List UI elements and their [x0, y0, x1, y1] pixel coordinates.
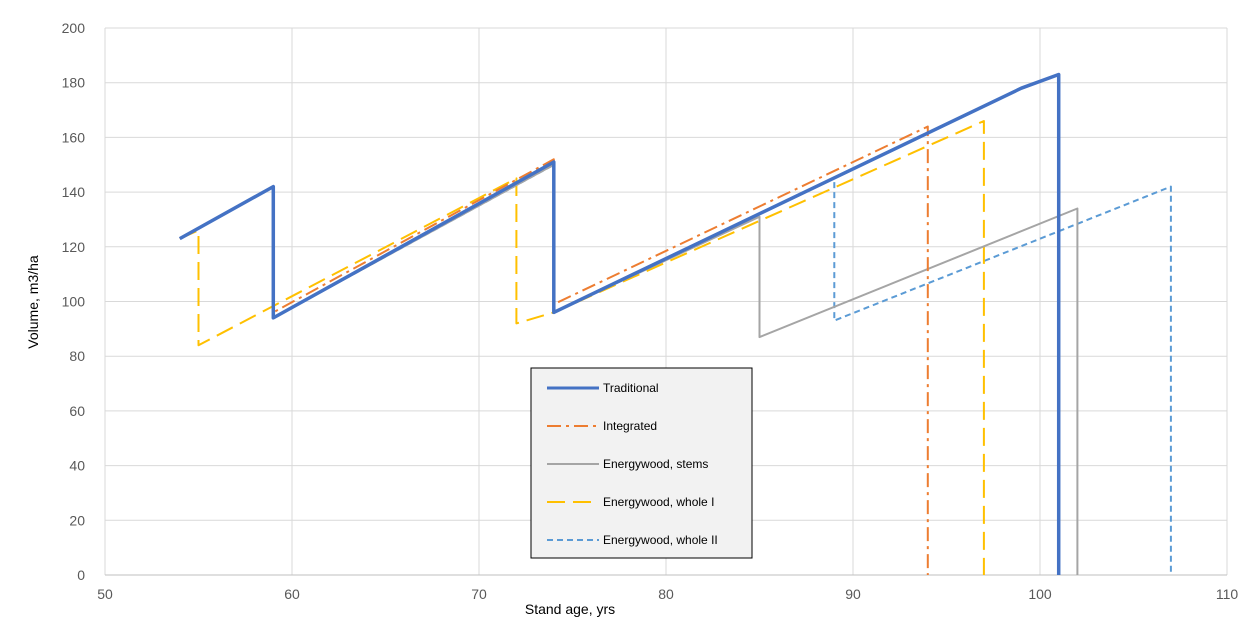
series-line-3 [179, 120, 985, 575]
y-axis-title: Volume, m3/ha [25, 255, 41, 349]
legend-label-1: Integrated [603, 419, 657, 433]
series-lines [178, 72, 1172, 575]
x-tick-label: 50 [97, 586, 113, 602]
legend-label-3: Energywood, whole I [603, 495, 714, 509]
y-tick-label: 100 [62, 294, 86, 310]
series-line-1 [179, 125, 929, 575]
y-tick-label: 140 [62, 184, 86, 200]
y-tick-label: 200 [62, 20, 86, 36]
series-line-0 [178, 72, 1061, 575]
y-tick-label: 0 [77, 567, 85, 583]
axes: 0 20 40 60 80 100 120 140 160 180 200 50 60 70 80 90 100… [62, 20, 1239, 602]
x-tick-label: 90 [845, 586, 861, 602]
y-tick-label: 120 [62, 239, 86, 255]
y-tick-label: 40 [69, 458, 85, 474]
y-tick-label: 80 [69, 348, 85, 364]
legend-label-0: Traditional [603, 381, 659, 395]
y-tick-label: 20 [69, 512, 85, 528]
y-tick-label: 180 [62, 75, 86, 91]
x-tick-label: 80 [658, 586, 674, 602]
legend-label-2: Energywood, stems [603, 457, 708, 471]
x-tick-label: 70 [471, 586, 487, 602]
legend: Traditional Integrated Energywood, stems En… [530, 367, 753, 559]
y-tick-label: 160 [62, 129, 86, 145]
legend-label-4: Energywood, whole II [603, 533, 718, 547]
x-axis-title: Stand age, yrs [525, 601, 615, 617]
y-tick-label: 60 [69, 403, 85, 419]
x-tick-label: 60 [284, 586, 300, 602]
x-tick-label: 110 [1216, 586, 1239, 602]
x-tick-label: 100 [1028, 586, 1052, 602]
